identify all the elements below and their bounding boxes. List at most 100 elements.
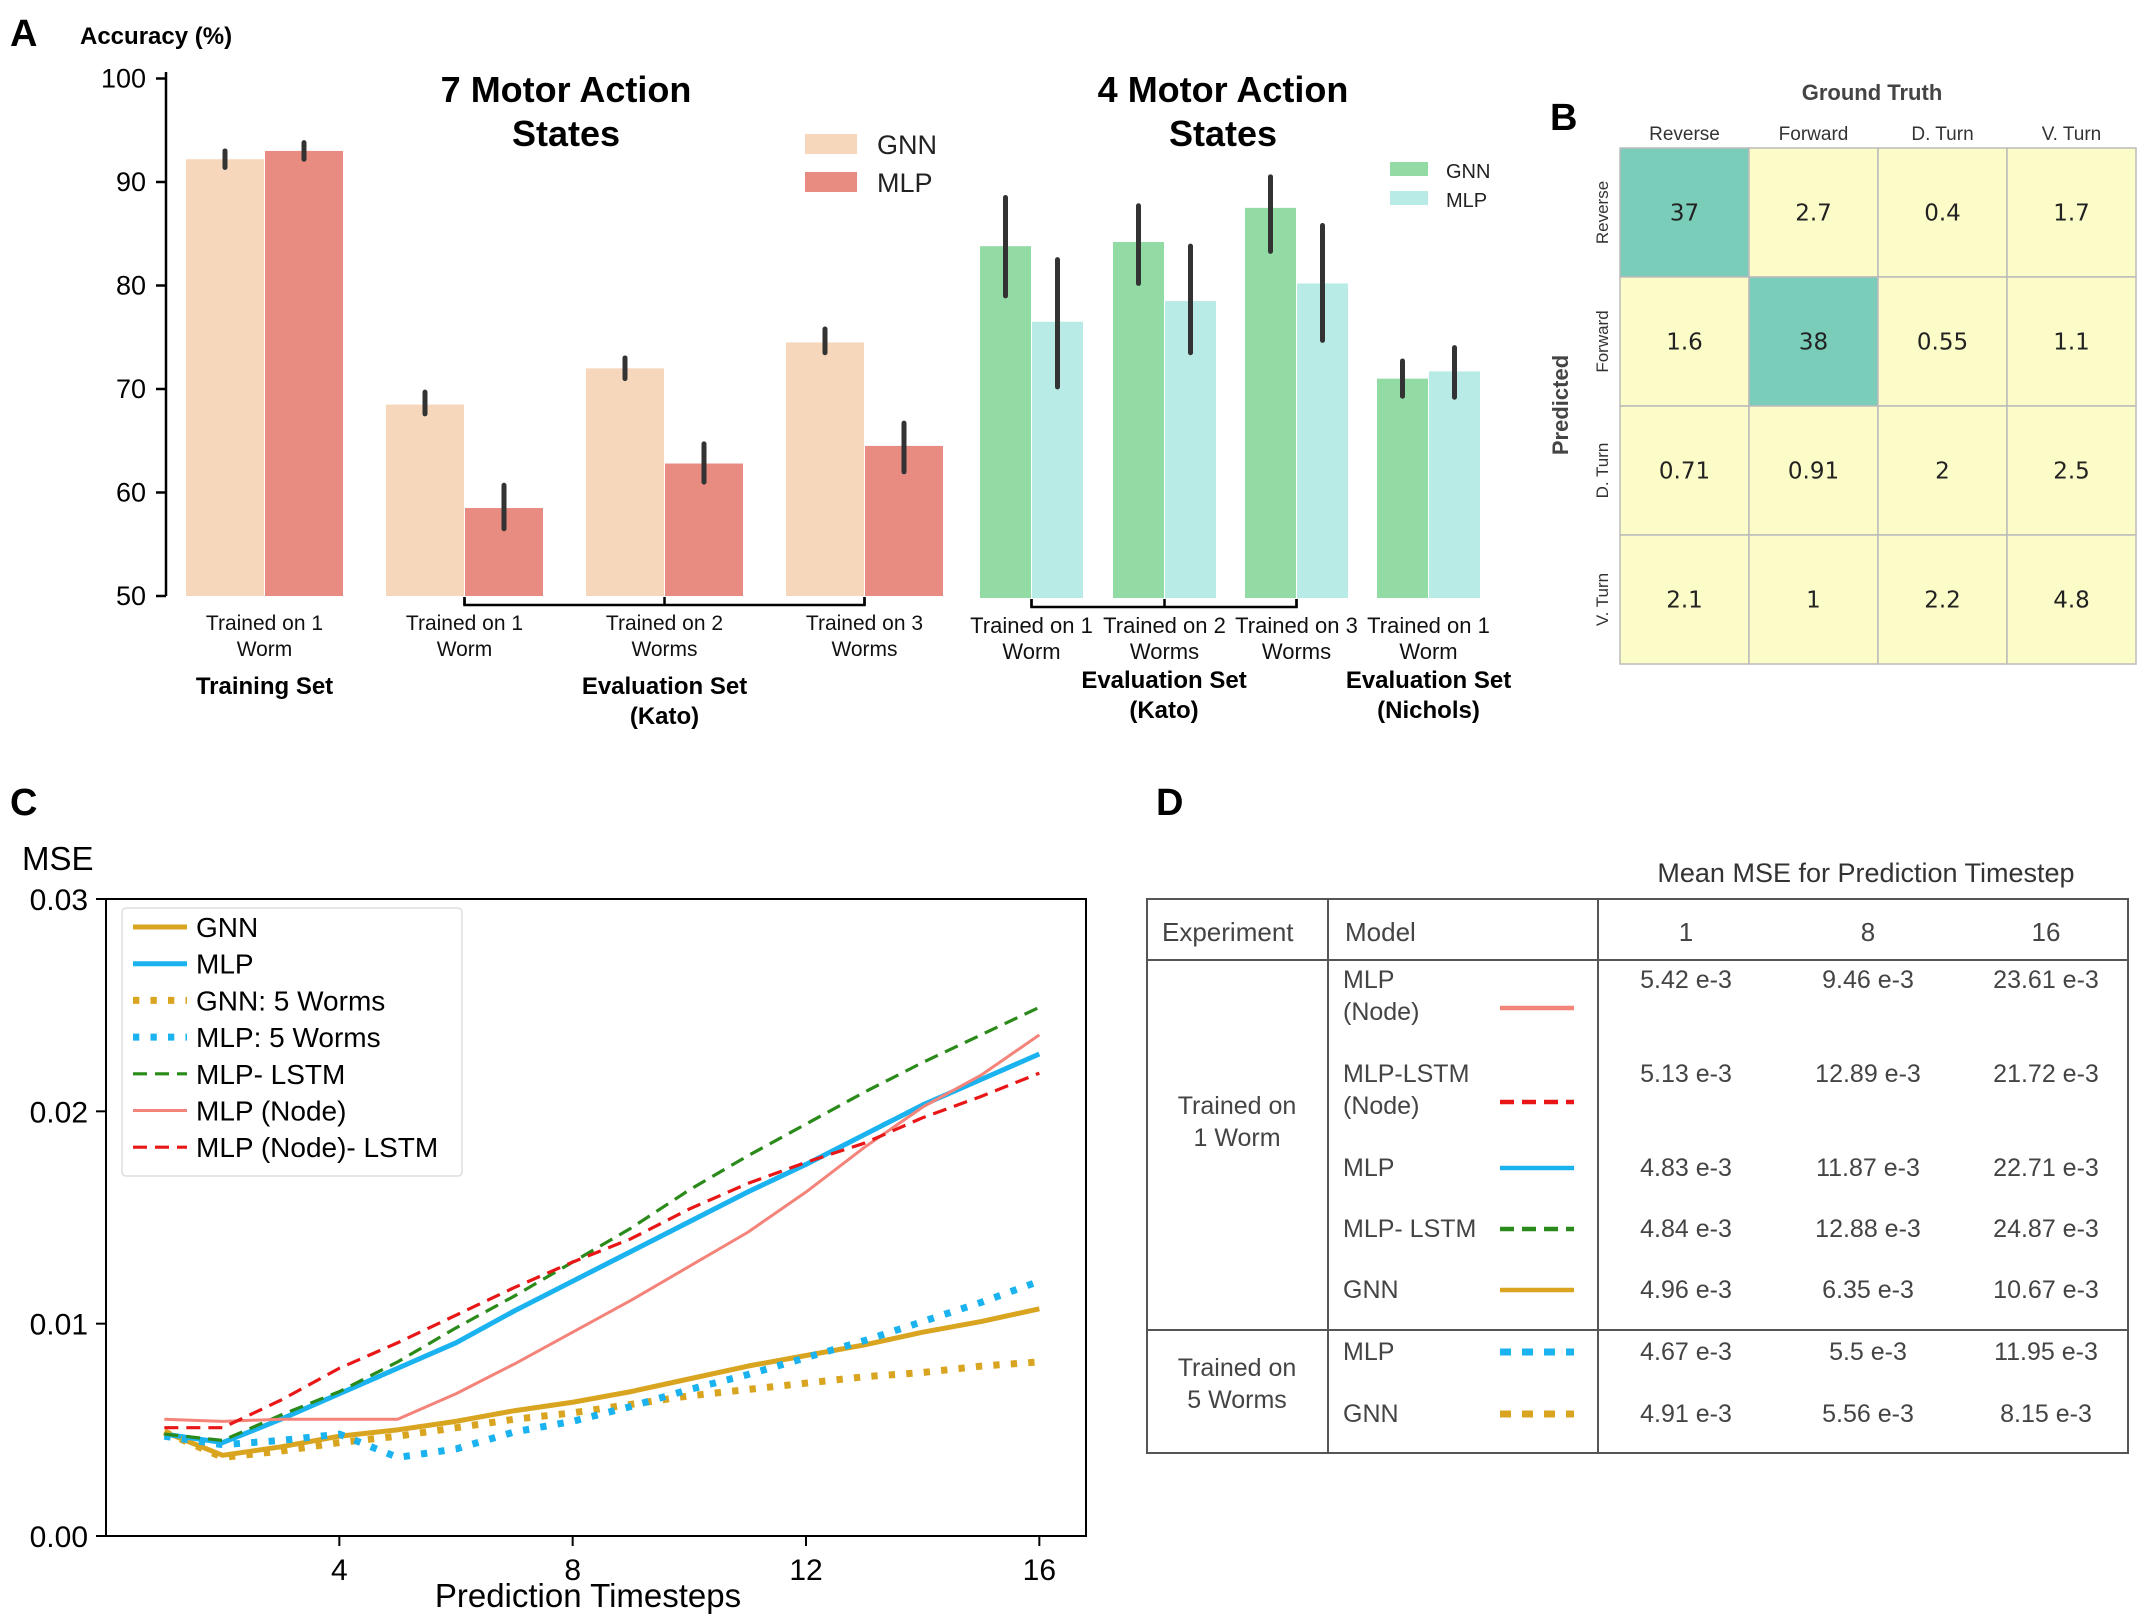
group-label: Training Set (196, 673, 333, 700)
table-header: 8 (1861, 917, 1875, 947)
line-series-mlp-lstm (164, 1005, 1041, 1443)
table-value: 12.89 e-3 (1815, 1060, 1921, 1088)
legend-label: MLP (Node) (196, 1096, 346, 1127)
confusion-cell-value: 0.91 (1788, 459, 1839, 485)
panel-c-plot-frame (105, 898, 1087, 1537)
subchart-2-title-line-2: States (1169, 113, 1277, 154)
panel-a-y-tick-label: 50 (116, 581, 146, 611)
bar-2-2-gnn (1113, 242, 1164, 598)
table-value: 11.87 e-3 (1816, 1154, 1920, 1182)
confusion-cell-value: 2.2 (1924, 588, 1961, 614)
panel-label-d: D (1156, 782, 1183, 824)
table-caption: Mean MSE for Prediction Timestep (1657, 858, 2074, 888)
subchart-1-legend-swatch-gnn (805, 134, 857, 154)
confusion-cell-value: 0.4 (1924, 201, 1961, 227)
subchart-2-legend-gnn: GNN (1446, 161, 1490, 183)
panel-c-y-axis-label: MSE (22, 840, 94, 877)
confusion-cell (1877, 147, 2008, 278)
bar-1-1-mlp (265, 150, 343, 596)
bar-1-4-gnn (786, 342, 864, 596)
bar-1-1-gnn (186, 159, 264, 597)
line-series-mlp-node- (164, 1033, 1041, 1423)
table-value: 4.96 e-3 (1640, 1276, 1732, 1304)
x-category-label: Trained on 2 (1103, 613, 1226, 638)
panel-c-x-axis-label: Prediction Timesteps (435, 1577, 741, 1614)
table-value: 4.91 e-3 (1640, 1400, 1732, 1428)
panel-a-y-tick-label: 70 (116, 374, 146, 404)
table-value: 4.67 e-3 (1640, 1338, 1732, 1366)
group-label: (Kato) (1129, 697, 1198, 724)
subchart-2-legend-swatch-gnn (1390, 162, 1428, 176)
panel-c-x-tick-label: 16 (1023, 1554, 1056, 1587)
panel-a-bar-chart: Accuracy (%) 50 60 70 80 90 100 7 Motor Actio… (80, 23, 1511, 730)
panel-a-y-tick-label: 100 (101, 64, 146, 94)
confusion-cell-value: 38 (1799, 330, 1828, 356)
panel-a-y-tick-label: 90 (116, 167, 146, 197)
confusion-cell-value: 1 (1806, 588, 1821, 614)
table-value: 4.84 e-3 (1640, 1215, 1732, 1243)
panel-c-y-tick-label: 0.00 (30, 1521, 88, 1554)
line-series-gnn (163, 1306, 1040, 1458)
confusion-cell (1619, 405, 1750, 536)
confusion-row-label: Forward (1593, 310, 1612, 372)
panel-c-x-tick-label: 8 (564, 1554, 581, 1587)
panel-c-x-tick-label: 12 (789, 1554, 822, 1587)
panel-b-confusion-matrix: Ground Truth Predicted Reverse Forward D. … (1548, 80, 2137, 665)
table-header: Experiment (1162, 917, 1294, 947)
confusion-cell-value: 37 (1670, 201, 1699, 227)
confusion-cell-value: 2.7 (1795, 201, 1832, 227)
table-value: 12.88 e-3 (1815, 1215, 1921, 1243)
legend-label: MLP (Node)- LSTM (196, 1132, 438, 1163)
line-series-mlp-5-worms (163, 1277, 1041, 1461)
table-value: 22.71 e-3 (1993, 1154, 2099, 1182)
subchart-2-title-line-1: 4 Motor Action (1098, 69, 1349, 110)
confusion-cell (2006, 147, 2137, 278)
line-series-mlp (163, 1051, 1041, 1446)
x-category-label: Worms (631, 638, 697, 661)
panel-a-y-axis-label: Accuracy (%) (80, 23, 232, 50)
table-value: 10.67 e-3 (1993, 1276, 2099, 1304)
confusion-cell (1619, 276, 1750, 407)
x-category-label: Trained on 1 (406, 612, 523, 635)
table-experiment-label: Trained on (1178, 1092, 1297, 1120)
panel-c-x-tick-label: 4 (331, 1554, 348, 1587)
table-value: 5.56 e-3 (1822, 1400, 1914, 1428)
panel-label-a: A (10, 13, 37, 55)
x-category-label: Trained on 1 (970, 613, 1093, 638)
table-value: 5.13 e-3 (1640, 1060, 1732, 1088)
legend-label: MLP: 5 Worms (196, 1022, 381, 1053)
x-category-label: Worm (437, 638, 493, 661)
x-category-label: Trained on 2 (606, 612, 723, 635)
group-label: (Kato) (630, 703, 699, 730)
confusion-cell (1619, 147, 1750, 278)
table-model-label: MLP- LSTM (1343, 1215, 1476, 1243)
confusion-cell (1877, 276, 2008, 407)
table-value: 5.42 e-3 (1640, 966, 1732, 994)
legend-label: MLP (196, 949, 254, 980)
confusion-cell (2006, 405, 2137, 536)
table-value: 4.83 e-3 (1640, 1154, 1732, 1182)
panel-c-y-tick-label: 0.01 (30, 1309, 88, 1342)
bar-1-2-gnn (386, 404, 464, 596)
group-label: Evaluation Set (1346, 667, 1511, 694)
table-model-label: (Node) (1343, 1092, 1419, 1120)
subchart-2-legend-swatch-mlp (1390, 191, 1428, 205)
group-label: Evaluation Set (1081, 667, 1246, 694)
panel-c-y-tick-label: 0.03 (30, 884, 88, 917)
legend-label: MLP- LSTM (196, 1059, 345, 1090)
table-model-label: GNN (1343, 1276, 1399, 1304)
confusion-row-label: Reverse (1593, 181, 1612, 244)
table-value: 21.72 e-3 (1993, 1060, 2099, 1088)
confusion-cell (2006, 534, 2137, 665)
confusion-cell (1877, 534, 2008, 665)
x-category-label: Worm (1002, 639, 1060, 664)
x-category-label: Trained on 1 (206, 612, 323, 635)
legend-label: GNN (196, 912, 258, 943)
subchart-1-title-line-1: 7 Motor Action (441, 69, 692, 110)
table-frame (1146, 898, 2129, 1454)
bar-2-1-gnn (980, 246, 1031, 599)
confusion-cell-value: 0.55 (1917, 330, 1968, 356)
x-category-label: Worms (1262, 639, 1331, 664)
subchart-1-legend-mlp: MLP (877, 168, 933, 198)
